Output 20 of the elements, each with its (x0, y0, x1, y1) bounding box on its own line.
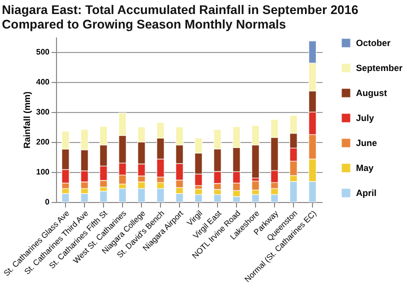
legend-label: June (356, 138, 378, 148)
legend-label: May (356, 163, 374, 173)
legend-label: April (356, 188, 377, 198)
bar (100, 190, 108, 202)
bar (62, 193, 70, 202)
y-tick-label: 500 (36, 48, 50, 56)
bar (118, 188, 126, 202)
legend-label: August (356, 88, 387, 98)
y-tick-label: 400 (36, 78, 50, 86)
y-tick-label: 200 (36, 138, 50, 146)
y-tick-label: 0 (45, 198, 50, 206)
y-tick-label: 100 (36, 168, 50, 176)
chart-title: Niagara East: Total Accumulated Rainfall in September 2016 Compared to Growing Season Monthly Normals (2, 3, 358, 32)
y-axis-title: Rainfall (mm) (22, 91, 32, 149)
bar (80, 193, 88, 202)
legend-label: July (356, 113, 374, 123)
y-tick-label: 300 (36, 108, 50, 116)
legend-label: September (356, 63, 404, 73)
bar (252, 194, 260, 202)
legend-label: October (356, 38, 392, 48)
